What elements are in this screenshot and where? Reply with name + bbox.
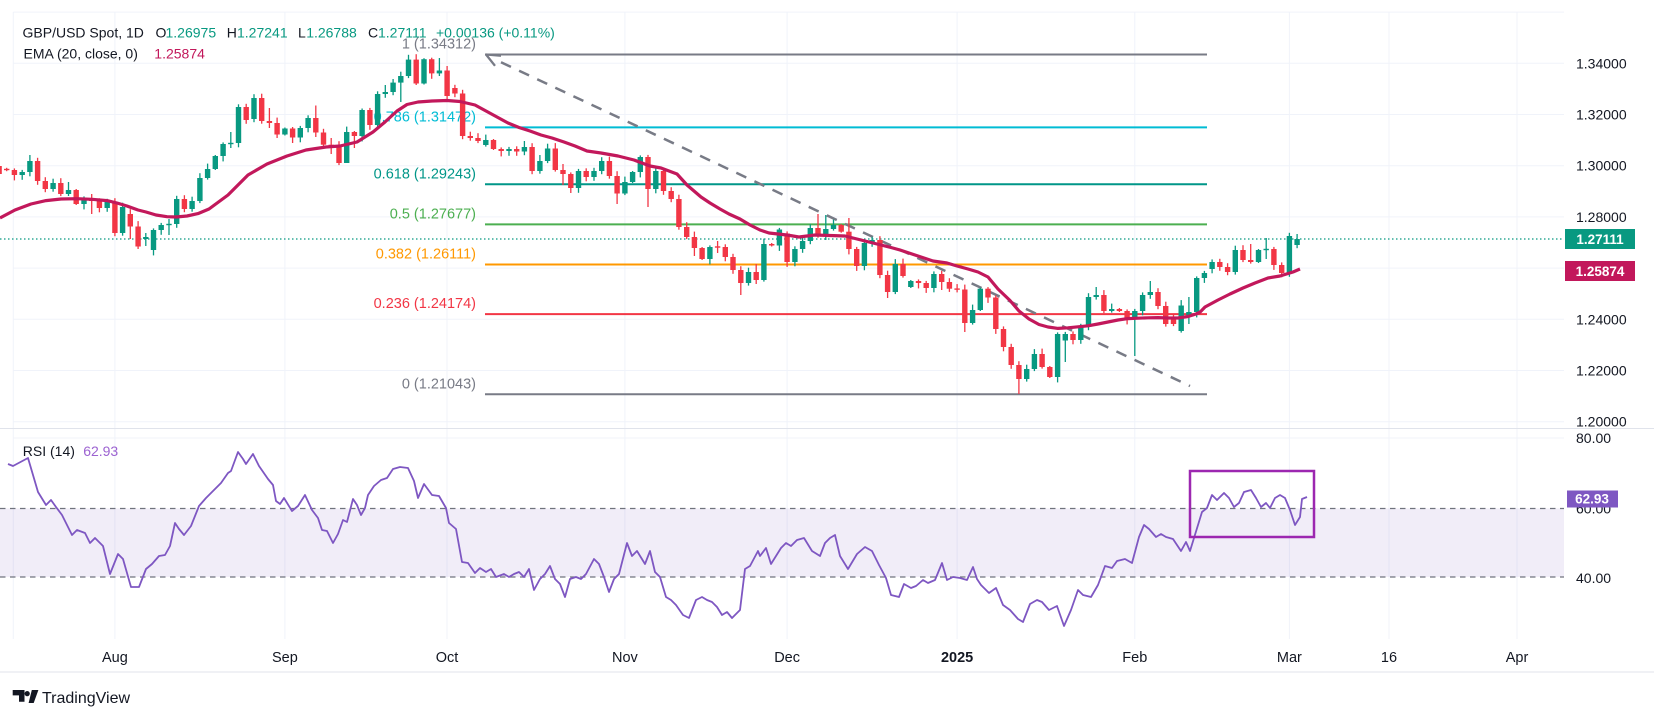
- svg-text:1.30000: 1.30000: [1576, 158, 1627, 174]
- svg-text:RSI (14): RSI (14): [23, 443, 75, 459]
- svg-text:Aug: Aug: [102, 650, 128, 666]
- svg-text:1.28000: 1.28000: [1576, 209, 1627, 225]
- svg-text:+0.00136 (+0.11%): +0.00136 (+0.11%): [436, 25, 555, 41]
- svg-text:0.5 (1.27677): 0.5 (1.27677): [390, 206, 476, 222]
- svg-text:0.236 (1.24174): 0.236 (1.24174): [374, 296, 476, 312]
- svg-text:62.93: 62.93: [1575, 492, 1609, 507]
- svg-text:40.00: 40.00: [1576, 570, 1611, 586]
- svg-text:0.382 (1.26111): 0.382 (1.26111): [376, 247, 476, 263]
- svg-text:O: O: [156, 25, 167, 41]
- svg-text:Mar: Mar: [1277, 650, 1302, 666]
- svg-text:2025: 2025: [941, 650, 973, 666]
- svg-text:Sep: Sep: [272, 650, 298, 666]
- svg-text:0 (1.21043): 0 (1.21043): [402, 376, 476, 392]
- svg-text:1.25874: 1.25874: [154, 46, 205, 62]
- svg-text:0.618 (1.29243): 0.618 (1.29243): [374, 166, 476, 182]
- svg-text:C: C: [368, 25, 378, 41]
- svg-text:1.34000: 1.34000: [1576, 55, 1627, 71]
- svg-text:16: 16: [1381, 650, 1397, 666]
- svg-text:Dec: Dec: [774, 650, 800, 666]
- svg-text:TradingView: TradingView: [42, 690, 130, 707]
- svg-text:62.93: 62.93: [83, 443, 118, 459]
- svg-text:1.20000: 1.20000: [1576, 414, 1627, 430]
- svg-text:L: L: [298, 25, 306, 41]
- svg-text:EMA (20, close, 0): EMA (20, close, 0): [24, 46, 138, 62]
- svg-text:GBP/USD Spot, 1D: GBP/USD Spot, 1D: [23, 25, 144, 41]
- svg-text:1.22000: 1.22000: [1576, 363, 1627, 379]
- svg-text:Apr: Apr: [1506, 650, 1529, 666]
- svg-text:1.27111: 1.27111: [378, 25, 427, 41]
- svg-text:1.32000: 1.32000: [1576, 107, 1627, 123]
- svg-text:1.24000: 1.24000: [1576, 311, 1627, 327]
- svg-text:80.00: 80.00: [1576, 430, 1611, 446]
- svg-text:Oct: Oct: [436, 650, 459, 666]
- svg-text:1.26975: 1.26975: [166, 25, 217, 41]
- svg-text:1.27241: 1.27241: [237, 25, 288, 41]
- svg-text:1.25874: 1.25874: [1576, 264, 1625, 279]
- svg-text:1.26788: 1.26788: [306, 25, 357, 41]
- svg-text:1.27111: 1.27111: [1576, 232, 1624, 247]
- svg-text:0.786 (1.31472): 0.786 (1.31472): [374, 109, 476, 125]
- svg-text:1 (1.34312): 1 (1.34312): [402, 37, 476, 53]
- svg-text:H: H: [227, 25, 237, 41]
- svg-text:Feb: Feb: [1122, 650, 1147, 666]
- svg-text:Nov: Nov: [612, 650, 639, 666]
